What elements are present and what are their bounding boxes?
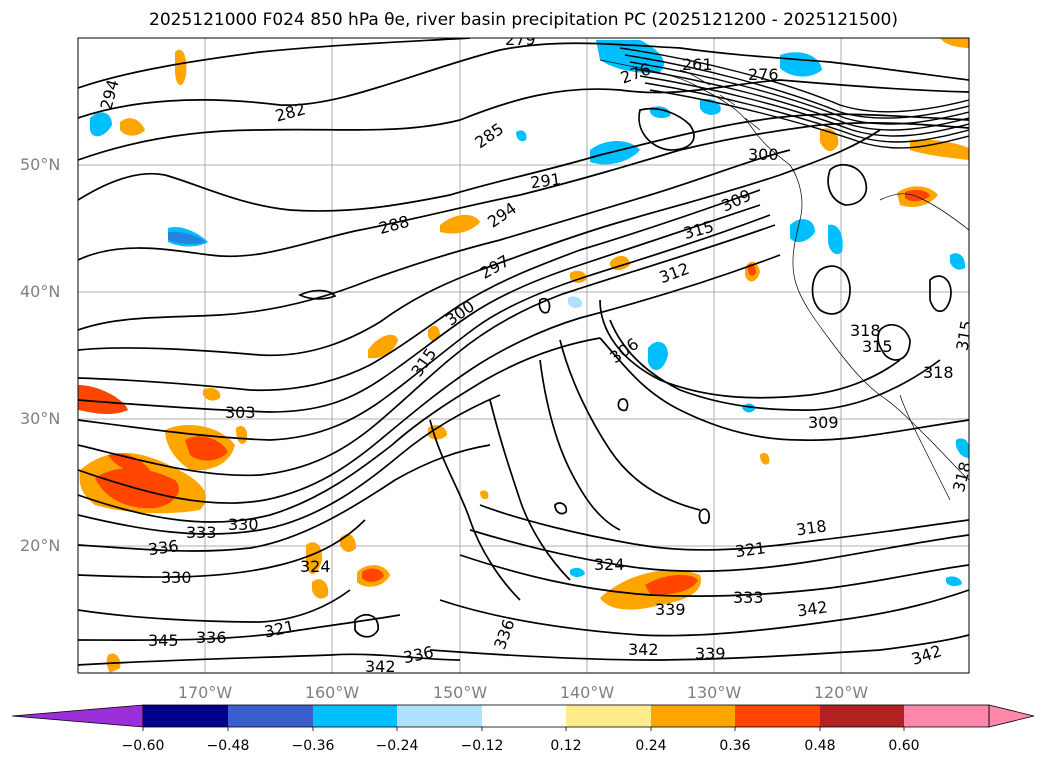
contour-label: 318 <box>949 460 975 494</box>
contour-label: 339 <box>655 600 686 619</box>
lon-label-120w: 120°W <box>813 683 869 702</box>
contour-label: 321 <box>734 538 767 561</box>
precip-positive-area <box>428 325 440 342</box>
colorbar-extend-high <box>988 704 1035 728</box>
contour-label: 291 <box>529 169 562 192</box>
contour-label: 330 <box>161 568 192 587</box>
precip-negative-area <box>516 130 527 142</box>
lon-label-150w: 150°W <box>432 683 488 702</box>
contour-label: 342 <box>628 640 659 659</box>
contour-label: 342 <box>796 597 829 620</box>
contour-label: 318 <box>850 321 881 340</box>
contour-label: 279 <box>505 30 536 49</box>
map-frame <box>77 37 970 674</box>
contour-label: 324 <box>594 555 625 574</box>
colorbar-tick-label: −0.60 <box>121 738 165 754</box>
precip-negative-area <box>828 224 843 255</box>
precip-negative-area <box>168 231 206 245</box>
precip-negative-area <box>568 296 583 309</box>
colorbar-bin <box>904 705 989 727</box>
colorbar-bin <box>820 705 904 727</box>
lon-label-170w: 170°W <box>177 683 233 702</box>
precip-positive-area <box>120 118 145 136</box>
colorbar-bin <box>651 705 735 727</box>
precip-negative-area <box>946 576 962 587</box>
precip-positive-area <box>362 568 384 582</box>
precip-positive-area <box>480 490 489 500</box>
colorbar-bin <box>482 705 566 727</box>
map-plot-area: 279 294 282 285 288 291 294 297 300 300 … <box>78 30 976 676</box>
precip-positive-area <box>368 334 398 359</box>
contour-label: 300 <box>748 145 779 164</box>
colorbar <box>11 704 1035 731</box>
contour-label: 303 <box>225 403 256 422</box>
colorbar-bin <box>228 705 313 727</box>
contour-label: 345 <box>148 631 179 650</box>
precip-negative-area <box>950 253 966 270</box>
precip-negative-area <box>956 438 969 458</box>
precip-positive-area <box>203 387 221 401</box>
precip-negative-area <box>570 567 585 577</box>
contour-label: 318 <box>795 516 828 539</box>
lat-label-30n: 30°N <box>20 409 61 428</box>
precip-negative-area <box>590 141 640 165</box>
theta-e-contours <box>78 38 969 666</box>
precip-positive-area <box>440 214 480 234</box>
precip-positive-area <box>940 38 969 48</box>
contour-label: 333 <box>733 588 764 607</box>
contour-label: 330 <box>228 515 259 534</box>
lat-label-20n: 20°N <box>20 536 61 555</box>
jet-contours <box>619 47 969 149</box>
contour-label: 342 <box>365 657 396 676</box>
contour-label: 315 <box>862 337 893 356</box>
contour-label: 276 <box>748 65 779 84</box>
contour-label: 309 <box>808 413 839 432</box>
lon-label-130w: 130°W <box>686 683 742 702</box>
lon-label-140w: 140°W <box>559 683 615 702</box>
colorbar-bin <box>566 705 651 727</box>
precip-negative-area <box>648 341 668 371</box>
colorbar-tick-label: 0.36 <box>719 738 751 754</box>
precip-positive-area <box>760 452 770 465</box>
precip-positive-area <box>78 385 128 415</box>
precip-positive-area <box>910 139 969 160</box>
colorbar-bin <box>313 705 397 727</box>
colorbar-bin <box>735 705 820 727</box>
contour-label: 324 <box>300 557 331 576</box>
contour-label: 318 <box>923 363 954 382</box>
precip-positive-area <box>108 453 150 472</box>
colorbar-tick-label: −0.24 <box>375 738 419 754</box>
precip-positive-area <box>645 574 698 595</box>
colorbar-tick-label: 0.12 <box>550 738 582 754</box>
contour-label: 336 <box>196 628 227 647</box>
lon-label-160w: 160°W <box>304 683 360 702</box>
precip-positive-area <box>312 579 329 599</box>
colorbar-tick-label: 0.24 <box>635 738 667 754</box>
contour-label: 315 <box>952 319 976 352</box>
colorbar-bin <box>143 705 228 727</box>
lat-label-40n: 40°N <box>20 282 61 301</box>
precip-positive-area <box>185 436 228 461</box>
contour-label: 333 <box>186 523 217 542</box>
colorbar-tick-label: −0.48 <box>206 738 250 754</box>
precip-negative-area <box>90 112 112 137</box>
precip-positive-area <box>905 189 930 202</box>
colorbar-tick-label: 0.48 <box>804 738 836 754</box>
contour-label: 261 <box>682 55 713 74</box>
colorbar-tick-label: −0.12 <box>460 738 504 754</box>
precip-positive-area <box>175 49 187 86</box>
colorbar-tick-label: −0.36 <box>291 738 335 754</box>
contour-label: 336 <box>147 536 180 559</box>
contour-label: 339 <box>695 644 726 663</box>
colorbar-tick-label: 0.60 <box>888 738 920 754</box>
map-title: 2025121000 F024 850 hPa θe, river basin … <box>149 10 898 30</box>
lat-label-50n: 50°N <box>20 155 61 174</box>
colorbar-bin <box>397 705 482 727</box>
colorbar-extend-low <box>11 704 144 728</box>
precip-positive-area <box>306 542 323 575</box>
graticule <box>78 38 969 673</box>
